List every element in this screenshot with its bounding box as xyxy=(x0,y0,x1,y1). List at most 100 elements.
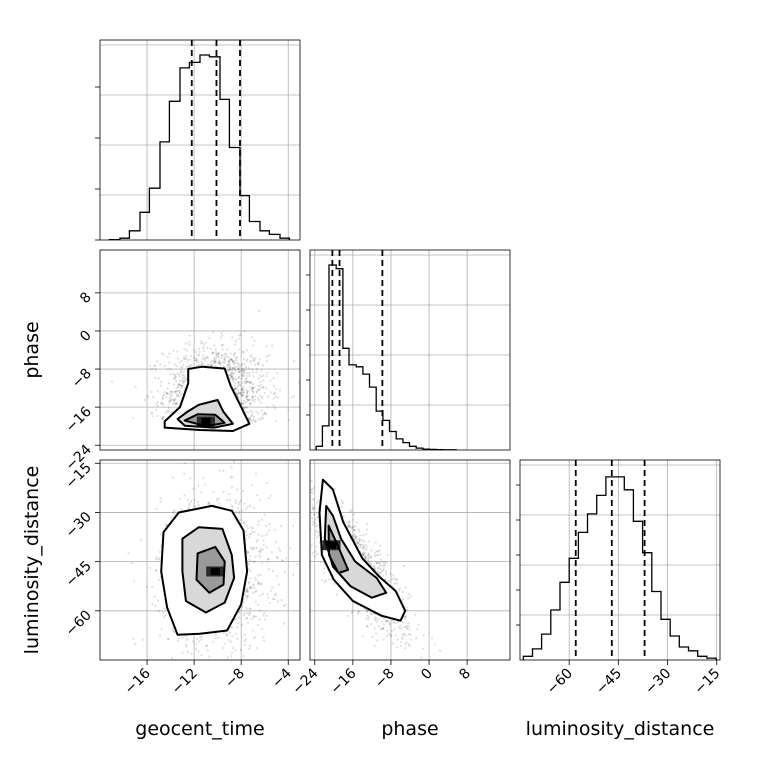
scatter-point xyxy=(223,359,226,362)
scatter-point xyxy=(250,354,253,357)
scatter-point xyxy=(361,539,364,542)
scatter-point xyxy=(376,550,379,553)
scatter-point xyxy=(246,617,249,620)
scatter-point xyxy=(185,365,188,369)
scatter-point xyxy=(217,457,219,459)
scatter-point xyxy=(239,365,242,368)
scatter-point xyxy=(249,355,252,358)
scatter-point xyxy=(367,616,370,619)
scatter-point xyxy=(237,376,241,379)
scatter-point xyxy=(222,631,225,635)
joint-content xyxy=(305,478,442,660)
scatter-point xyxy=(352,535,355,538)
scatter-point xyxy=(255,410,258,413)
scatter-point xyxy=(223,642,227,645)
scatter-point xyxy=(249,587,252,590)
scatter-point xyxy=(273,392,276,395)
scatter-point xyxy=(249,554,252,558)
scatter-point xyxy=(237,622,240,625)
scatter-point xyxy=(356,542,359,545)
scatter-point xyxy=(356,538,359,541)
scatter-point xyxy=(229,655,233,658)
scatter-point xyxy=(352,529,355,532)
scatter-point xyxy=(357,610,360,613)
scatter-point xyxy=(219,361,223,364)
scatter-point xyxy=(157,599,160,602)
scatter-point xyxy=(264,413,267,416)
scatter-point xyxy=(236,488,239,491)
scatter-point xyxy=(207,363,211,366)
scatter-point xyxy=(206,346,209,350)
scatter-point xyxy=(180,366,183,369)
scatter-point xyxy=(258,618,261,621)
scatter-point xyxy=(362,545,366,549)
scatter-point xyxy=(229,476,233,479)
scatter-point xyxy=(176,394,179,397)
histogram-step xyxy=(522,476,717,660)
scatter-point xyxy=(265,359,268,362)
scatter-point xyxy=(366,609,369,612)
scatter-point xyxy=(177,386,180,389)
scatter-point xyxy=(225,499,229,502)
scatter-point xyxy=(359,534,362,537)
scatter-point xyxy=(252,547,255,550)
scatter-point xyxy=(234,387,237,390)
scatter-point xyxy=(357,610,360,613)
scatter-point xyxy=(237,616,241,619)
scatter-point xyxy=(222,646,225,650)
scatter-point xyxy=(133,580,136,583)
scatter-point xyxy=(181,373,184,376)
scatter-point xyxy=(242,351,245,354)
scatter-point xyxy=(383,623,386,626)
scatter-point xyxy=(176,639,180,642)
scatter-point xyxy=(243,614,246,617)
scatter-point xyxy=(178,383,181,386)
scatter-point xyxy=(255,540,258,543)
scatter-point xyxy=(199,342,202,345)
scatter-point xyxy=(234,501,237,505)
scatter-point xyxy=(230,358,233,362)
scatter-point xyxy=(179,383,182,386)
scatter-point xyxy=(234,361,237,364)
scatter-point xyxy=(247,588,250,591)
scatter-point xyxy=(249,674,251,676)
scatter-point xyxy=(189,363,193,367)
scatter-point xyxy=(201,357,204,360)
scatter-point xyxy=(407,625,410,628)
scatter-point xyxy=(305,509,307,511)
scatter-point xyxy=(361,635,364,638)
scatter-point xyxy=(383,561,386,564)
scatter-point xyxy=(420,656,423,659)
scatter-point xyxy=(347,614,350,618)
scatter-point xyxy=(254,357,257,360)
x-tick-label: −16 xyxy=(327,665,359,697)
scatter-point xyxy=(163,607,166,610)
scatter-point xyxy=(251,368,254,371)
scatter-point xyxy=(159,533,162,536)
scatter-point xyxy=(248,607,251,610)
scatter-point xyxy=(376,561,379,565)
scatter-point xyxy=(236,626,239,629)
scatter-point xyxy=(182,380,185,383)
scatter-point xyxy=(230,651,234,654)
scatter-point xyxy=(378,561,381,564)
scatter-point xyxy=(358,540,361,543)
scatter-point xyxy=(262,636,265,639)
scatter-point xyxy=(406,627,409,630)
scatter-point xyxy=(233,366,236,369)
scatter-point xyxy=(217,497,221,500)
scatter-point xyxy=(243,380,246,383)
scatter-point xyxy=(243,330,246,333)
scatter-point xyxy=(229,367,232,370)
scatter-point xyxy=(155,403,158,406)
scatter-point xyxy=(237,366,240,369)
scatter-point xyxy=(261,363,265,367)
scatter-point xyxy=(324,580,327,583)
scatter-point xyxy=(370,549,373,552)
scatter-point xyxy=(403,617,407,620)
scatter-point xyxy=(239,393,242,396)
scatter-point xyxy=(316,536,319,539)
scatter-point xyxy=(240,387,244,390)
scatter-point xyxy=(248,647,251,650)
scatter-point xyxy=(375,562,379,565)
